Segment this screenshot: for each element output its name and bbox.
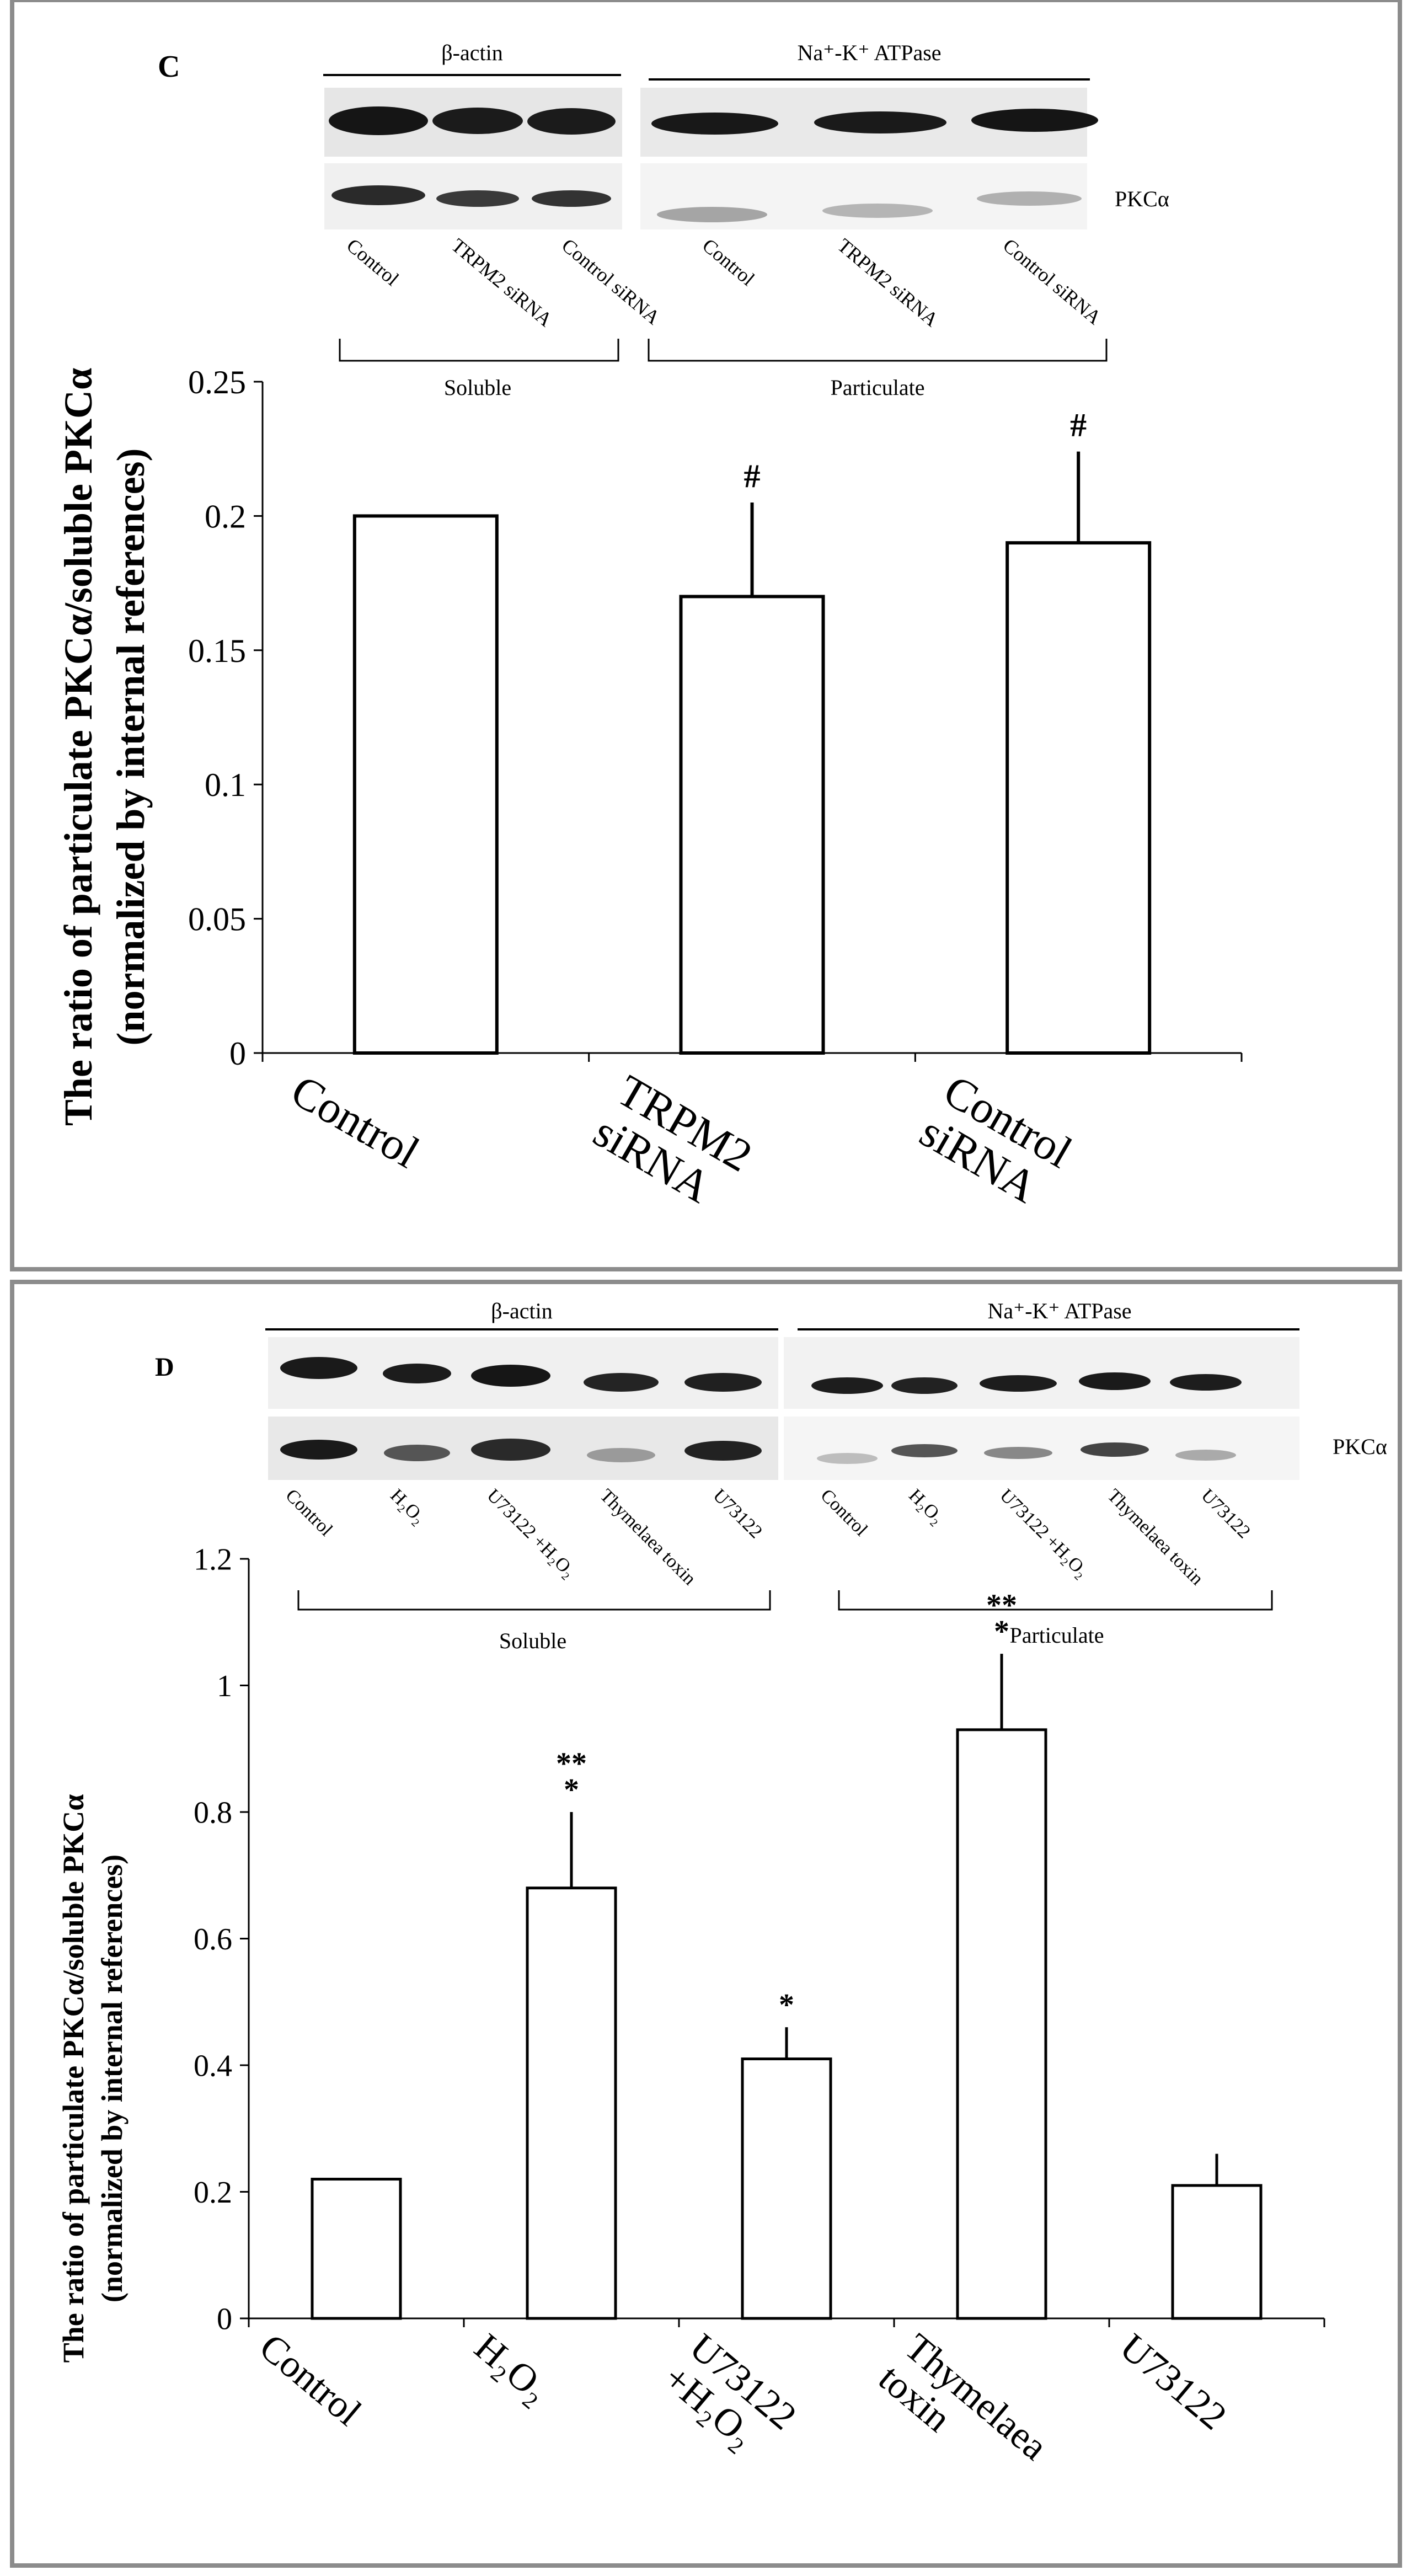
- lane-label: U73122 +H₂O₂: [996, 1485, 1092, 1581]
- y-axis-title-line1: The ratio of particulate PKCα/soluble PK…: [56, 368, 100, 1126]
- bar: [956, 1728, 1047, 2320]
- x-category-label-line: U73122: [1112, 2326, 1234, 2438]
- y-tick-label: 0: [229, 1035, 246, 1072]
- atpase-label: Na⁺-K⁺ ATPase: [987, 1298, 1131, 1323]
- lane-label: H₂O₂: [905, 1485, 948, 1528]
- lane-label: Control: [281, 1485, 336, 1540]
- western-blot-image: [324, 88, 1098, 229]
- bar: [311, 2178, 402, 2320]
- x-category-label: U73122: [1112, 2326, 1234, 2438]
- significance-marker: #: [1070, 407, 1087, 443]
- x-category-label: TRPM2siRNA: [585, 1065, 760, 1223]
- actin-label: β-actin: [491, 1298, 552, 1323]
- particulate-bracket: [838, 1590, 1273, 1611]
- y-axis-title-line2: (normalized by internal references): [95, 1854, 129, 2302]
- y-axis-title-line2: (normalized by internal references): [109, 448, 153, 1045]
- western-blot-image: [268, 1337, 1299, 1480]
- panel-d-figure: D β-actin Na⁺-K⁺ ATPase: [57, 1298, 1387, 2499]
- x-category-label: H₂O₂: [467, 2326, 557, 2411]
- significance-marker: **: [556, 1746, 587, 1781]
- y-tick-label: 0.8: [194, 1796, 232, 1830]
- significance-marker: *: [779, 1988, 794, 2022]
- y-axis-title: The ratio of particulate PKCα/soluble PK…: [57, 1794, 129, 2363]
- particulate-bracket: [648, 339, 1108, 362]
- x-category-label: ControlsiRNA: [912, 1065, 1081, 1219]
- lane-label: Control: [343, 234, 403, 290]
- y-axis-title: The ratio of particulate PKCα/soluble PK…: [56, 368, 153, 1126]
- bar: [1171, 2184, 1263, 2320]
- lane-labels: Control H₂O₂ U73122 +H₂O₂ Thymelaea toxi…: [281, 1485, 1254, 1589]
- x-category-label-line: H₂O₂: [467, 2326, 557, 2411]
- panel-c: C β-actin Na⁺-K⁺ ATPase: [10, 0, 1402, 1271]
- lane-label: TRPM2 siRNA: [833, 234, 943, 330]
- bar: [741, 2057, 832, 2320]
- x-category-label: Thymelaeatoxin: [870, 2326, 1055, 2499]
- y-tick-label: 1.2: [194, 1543, 232, 1577]
- lane-label: TRPM2 siRNA: [447, 234, 557, 330]
- y-tick-label: 0.1: [205, 767, 246, 803]
- y-tick-label: 0.15: [188, 633, 246, 669]
- lane-label: Control siRNA: [558, 234, 664, 328]
- lane-label: U73122: [709, 1485, 766, 1542]
- panel-letter: D: [155, 1353, 174, 1382]
- lane-label: H₂O₂: [386, 1485, 429, 1528]
- bar: [352, 514, 499, 1055]
- particulate-label: Particulate: [1009, 1623, 1104, 1648]
- x-category-label: Control: [283, 1065, 428, 1178]
- significance-marker: #: [744, 458, 761, 494]
- particulate-label: Particulate: [830, 375, 924, 400]
- lane-label: Control siRNA: [999, 234, 1105, 328]
- significance-marker: *: [564, 1773, 579, 1807]
- soluble-label: Soluble: [499, 1628, 566, 1653]
- lane-labels: Control TRPM2 siRNA Control siRNA Contro…: [343, 234, 1105, 330]
- y-tick-label: 1: [217, 1669, 232, 1703]
- y-tick-label: 0: [217, 2302, 232, 2337]
- pkc-label: PKCα: [1333, 1434, 1387, 1459]
- pkc-label: PKCα: [1115, 186, 1169, 211]
- bar-chart-c: 0 0.05 0.1 0.15 0.2 0.25 Control # TRPM2siRNA # Co…: [188, 364, 1243, 1223]
- panel-c-figure: C β-actin Na⁺-K⁺ ATPase: [56, 40, 1243, 1223]
- actin-label: β-actin: [441, 40, 502, 65]
- lane-label: Thymelaea toxin: [1103, 1485, 1207, 1589]
- soluble-bracket: [339, 339, 619, 362]
- y-tick-label: 0.2: [194, 2176, 232, 2210]
- soluble-label: Soluble: [444, 375, 511, 400]
- y-tick-label: 0.4: [194, 2049, 232, 2083]
- bar-chart-d: 00.20.40.60.811.2Control***H₂O₂*U73122+H…: [194, 1543, 1325, 2499]
- x-category-label-line: Control: [283, 1065, 428, 1178]
- y-tick-label: 0.6: [194, 1922, 232, 1957]
- significance-marker: *: [994, 1615, 1009, 1649]
- panel-letter: C: [158, 50, 180, 84]
- y-tick-label: 0.25: [188, 364, 246, 400]
- x-category-label: Control: [252, 2326, 369, 2434]
- bar: [526, 1886, 617, 2320]
- x-category-label-line: Control: [252, 2326, 369, 2434]
- y-tick-label: 0.05: [188, 901, 246, 938]
- lane-label: Thymelaea toxin: [596, 1485, 699, 1589]
- significance-marker: **: [986, 1589, 1017, 1623]
- bar: [679, 595, 825, 1055]
- lane-label: Control: [816, 1485, 871, 1540]
- panel-d: D β-actin Na⁺-K⁺ ATPase: [10, 1280, 1402, 2568]
- y-tick-label: 0.2: [205, 498, 246, 535]
- lane-label: Control: [698, 234, 759, 290]
- soluble-bracket: [297, 1590, 771, 1611]
- lane-label: U73122 +H₂O₂: [483, 1485, 579, 1581]
- atpase-label: Na⁺-K⁺ ATPase: [797, 40, 941, 65]
- y-axis-title-line1: The ratio of particulate PKCα/soluble PK…: [57, 1794, 90, 2363]
- x-category-label: U73122+H₂O₂: [655, 2326, 804, 2469]
- bar: [1005, 541, 1152, 1055]
- lane-label: U73122: [1197, 1485, 1254, 1542]
